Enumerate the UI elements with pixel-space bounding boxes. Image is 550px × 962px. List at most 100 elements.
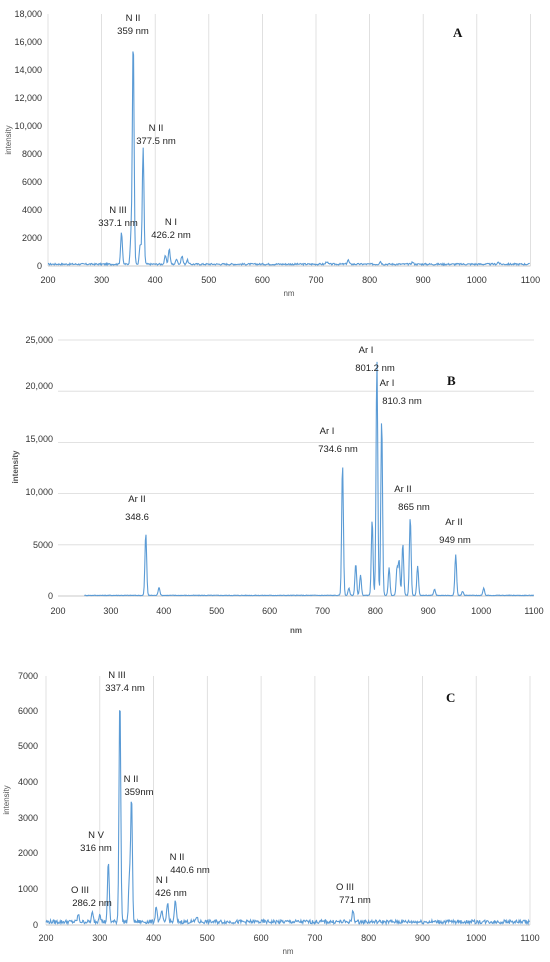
- panel-b-xtick: 900: [421, 606, 436, 616]
- panel-b-letter: B: [447, 373, 456, 388]
- panel-b-xtick: 500: [209, 606, 224, 616]
- panel-c-xtick: 600: [254, 933, 269, 943]
- panel-a-x-ticks: 200 300 400 500 600 700 800 900 1000 110…: [40, 275, 540, 285]
- panel-b-peak-label: Ar II: [394, 484, 411, 495]
- panel-c-y-ticks: 7000 6000 5000 4000 3000 2000 1000 0: [18, 671, 38, 930]
- panel-c-ytick: 7000: [18, 671, 38, 681]
- panel-b-xtick: 1100: [524, 606, 543, 616]
- panel-a-spectrum-line: [47, 51, 530, 267]
- panel-a-xtick: 200: [40, 275, 55, 285]
- panel-b-xtick: 200: [50, 606, 65, 616]
- panel-c-peak-label: N II: [170, 852, 185, 863]
- panel-b-x-axis-title: nm: [290, 626, 302, 635]
- panel-b-peak-label: Ar I: [359, 345, 374, 356]
- panel-b-xtick: 1000: [471, 606, 491, 616]
- panel-b-ytick: 20,000: [25, 381, 53, 391]
- panel-c-peak-label: 440.6 nm: [170, 865, 210, 876]
- panel-b-xtick: 400: [156, 606, 171, 616]
- panel-c-peak-label: N I: [156, 875, 168, 886]
- panel-c-ytick: 2000: [18, 848, 38, 858]
- panel-a-letter: A: [453, 25, 463, 40]
- panel-b-ytick: 10,000: [25, 487, 53, 497]
- panel-c-ytick: 0: [33, 920, 38, 930]
- panel-a-peak-label: N II: [149, 123, 164, 134]
- panel-c-peak-label: O III: [336, 882, 354, 893]
- panel-b-ytick: 5000: [33, 540, 53, 550]
- panel-b-peak-label: 949 nm: [439, 535, 471, 546]
- panel-c-ytick: 6000: [18, 706, 38, 716]
- panel-c-peak-label: N III: [108, 670, 125, 681]
- panel-a-xtick: 1000: [467, 275, 487, 285]
- panel-a-xtick: 400: [148, 275, 163, 285]
- panel-c-xtick: 500: [200, 933, 215, 943]
- panel-b-xtick: 300: [103, 606, 118, 616]
- panel-a-xtick: 1100: [521, 275, 540, 285]
- panel-b-peak-label: 348.6: [125, 512, 149, 523]
- panel-c-peak-label: 426 nm: [155, 888, 187, 899]
- panel-c-peak-label: 771 nm: [339, 895, 371, 906]
- panel-c: 7000 6000 5000 4000 3000 2000 1000 0 int…: [2, 670, 540, 956]
- panel-a-ytick: 8000: [22, 149, 42, 159]
- panel-a-ytick: 4000: [22, 205, 42, 215]
- panel-c-xtick: 800: [361, 933, 376, 943]
- panel-a-peak-label: 426.2 nm: [151, 230, 191, 241]
- panel-c-ytick: 5000: [18, 741, 38, 751]
- panel-c-xtick: 300: [92, 933, 107, 943]
- panel-a-gridlines: [47, 14, 531, 267]
- panel-b-peak-label: 801.2 nm: [355, 363, 395, 374]
- panel-a-xtick: 700: [308, 275, 323, 285]
- panel-c-xtick: 1000: [466, 933, 486, 943]
- panel-a-peak-label: 337.1 nm: [98, 218, 138, 229]
- panel-c-xtick: 1100: [520, 933, 539, 943]
- panel-c-peak-label: N II: [124, 774, 139, 785]
- panel-a-xtick: 300: [94, 275, 109, 285]
- panel-a-ytick: 6000: [22, 177, 42, 187]
- panel-a-x-axis-title: nm: [283, 289, 294, 298]
- panel-b-ytick: 15,000: [25, 434, 53, 444]
- panel-b-x-ticks: 200 300 400 500 600 700 800 900 1000 110…: [50, 606, 543, 616]
- panel-a-xtick: 500: [201, 275, 216, 285]
- panel-c-peak-label: O III: [71, 885, 89, 896]
- panel-a-peak-label: N III: [109, 205, 126, 216]
- panel-b-ytick: 0: [48, 591, 53, 601]
- panel-b-peak-label: 734.6 nm: [318, 444, 358, 455]
- panel-c-xtick: 900: [415, 933, 430, 943]
- panel-b-xtick: 600: [262, 606, 277, 616]
- panel-c-letter: C: [446, 690, 455, 705]
- panel-a-ytick: 16,000: [14, 37, 42, 47]
- panel-a: 18,000 16,000 14,000 12,000 10,000 8000 …: [4, 9, 540, 298]
- panel-b-peak-label: Ar II: [445, 517, 462, 528]
- panel-c-ytick: 4000: [18, 777, 38, 787]
- panel-b-ytick: 25,000: [25, 335, 53, 345]
- panel-c-x-ticks: 200 300 400 500 600 700 800 900 1000 110…: [38, 933, 539, 943]
- panel-a-ytick: 2000: [22, 233, 42, 243]
- panel-c-ytick: 3000: [18, 813, 38, 823]
- panel-b-xtick: 700: [315, 606, 330, 616]
- panel-b-peak-label: Ar I: [320, 426, 335, 437]
- panel-c-ytick: 1000: [18, 884, 38, 894]
- panel-a-y-axis-title: intensity: [4, 125, 13, 154]
- panel-b-xtick: 800: [368, 606, 383, 616]
- panel-a-ytick: 10,000: [14, 121, 42, 131]
- panel-a-ytick: 14,000: [14, 65, 42, 75]
- panel-b-peak-label: 810.3 nm: [382, 396, 422, 407]
- panel-c-xtick: 700: [307, 933, 322, 943]
- panel-c-xtick: 200: [38, 933, 53, 943]
- panel-c-spectrum-line: [45, 709, 530, 926]
- panel-a-peak-label: N I: [165, 217, 177, 228]
- panel-a-ytick: 18,000: [14, 9, 42, 19]
- panel-c-gridlines: [45, 676, 531, 926]
- panel-a-xtick: 900: [416, 275, 431, 285]
- panel-b-y-ticks: 25,000 20,000 15,000 10,000 5000 0: [25, 335, 53, 601]
- panel-b-peak-label: 865 nm: [398, 502, 430, 513]
- panel-c-y-axis-title: intensity: [2, 785, 11, 814]
- panel-b: 25,000 20,000 15,000 10,000 5000 0 inten…: [11, 335, 544, 635]
- panel-a-xtick: 800: [362, 275, 377, 285]
- panel-c-peak-label: 316 nm: [80, 843, 112, 854]
- panel-a-y-ticks: 18,000 16,000 14,000 12,000 10,000 8000 …: [14, 9, 42, 271]
- panel-b-gridlines: [58, 339, 534, 597]
- panel-a-ytick: 12,000: [14, 93, 42, 103]
- panel-a-ytick: 0: [37, 261, 42, 271]
- panel-c-xtick: 400: [146, 933, 161, 943]
